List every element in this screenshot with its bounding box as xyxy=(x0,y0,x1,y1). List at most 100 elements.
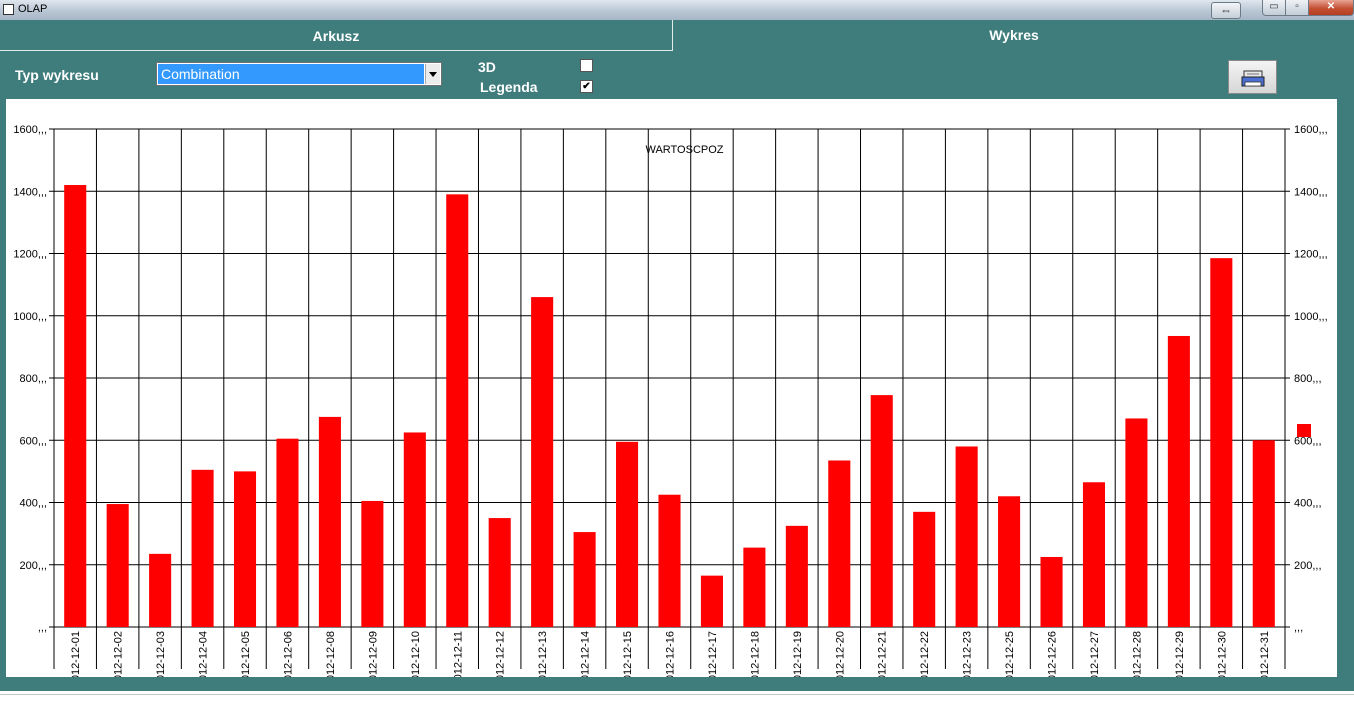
ytick-label-left: 1400,,, xyxy=(13,186,47,198)
xtick-label: 2012-12-03 xyxy=(155,631,167,677)
bar xyxy=(913,511,936,627)
bar xyxy=(828,460,851,627)
xtick-label: 2012-12-13 xyxy=(537,631,549,677)
legend-checkbox[interactable]: ✔ xyxy=(580,80,593,93)
bar xyxy=(1252,440,1275,627)
bar xyxy=(1167,335,1190,627)
main-panel: Arkusz Wykres Typ wykresu Combination 3D… xyxy=(0,20,1354,691)
bar xyxy=(955,446,978,627)
ytick-label-right: 1200,,, xyxy=(1294,249,1328,261)
threed-checkbox[interactable] xyxy=(580,59,593,72)
title-bar: OLAP ⇔ ▭ ▫ ✕ xyxy=(0,0,1354,21)
ytick-label-left: ,,, xyxy=(38,622,47,634)
xtick-label: 2012-12-22 xyxy=(919,631,931,677)
xtick-label: 2012-12-05 xyxy=(240,631,252,677)
tab-wykres[interactable]: Wykres xyxy=(989,27,1039,43)
ytick-label-right: 1000,,, xyxy=(1294,311,1328,323)
bar xyxy=(870,395,893,627)
threed-label: 3D xyxy=(478,59,496,75)
bar xyxy=(998,496,1021,627)
bar xyxy=(361,500,384,627)
bar xyxy=(573,532,596,627)
ytick-label-left: 1200,,, xyxy=(13,249,47,261)
ytick-label-right: 800,,, xyxy=(1294,373,1322,385)
swap-arrows-icon[interactable]: ⇔ xyxy=(1211,2,1241,19)
xtick-label: 2012-12-08 xyxy=(325,631,337,677)
xtick-label: 2012-12-12 xyxy=(495,631,507,677)
chart-type-label: Typ wykresu xyxy=(15,67,99,83)
ytick-label-right: 1400,,, xyxy=(1294,186,1328,198)
xtick-label: 2012-12-19 xyxy=(792,631,804,677)
bar xyxy=(700,575,723,627)
ytick-label-left: 1000,,, xyxy=(13,311,47,323)
xtick-label: 2012-12-28 xyxy=(1131,631,1143,677)
printer-icon xyxy=(1241,70,1265,87)
bar xyxy=(616,441,639,627)
maximize-button[interactable]: ▫ xyxy=(1285,0,1309,16)
xtick-label: 2012-12-16 xyxy=(665,631,677,677)
ytick-label-right: ,,, xyxy=(1294,622,1303,634)
bar xyxy=(785,525,808,627)
xtick-label: 2012-12-14 xyxy=(580,631,592,677)
legend-label: Legenda xyxy=(480,79,538,95)
bar xyxy=(1125,418,1148,627)
bar xyxy=(149,553,172,627)
xtick-label: 2012-12-31 xyxy=(1259,631,1271,677)
ytick-label-right: 600,,, xyxy=(1294,435,1322,447)
bar xyxy=(1082,482,1106,627)
ytick-label-left: 800,,, xyxy=(19,373,47,385)
bar xyxy=(743,547,766,627)
bar xyxy=(233,471,257,627)
bar xyxy=(488,518,511,627)
legend-swatch xyxy=(1297,424,1311,437)
xtick-label: 2012-12-26 xyxy=(1047,631,1059,677)
chart-title: WARTOSCPOZ xyxy=(645,144,723,156)
bar xyxy=(318,416,341,627)
chevron-down-icon[interactable] xyxy=(425,64,440,84)
tab-arkusz[interactable]: Arkusz xyxy=(0,20,673,51)
ytick-label-right: 200,,, xyxy=(1294,560,1322,572)
bar xyxy=(658,494,681,627)
bar xyxy=(1210,258,1233,627)
xtick-label: 2012-12-09 xyxy=(367,631,379,677)
bar xyxy=(106,504,129,627)
chart-type-select[interactable]: Combination xyxy=(156,62,442,86)
chart-panel: ,,,,,, 200,,, 200,,, 400,,, 400,,, 600,,, 600,… xyxy=(6,99,1337,687)
xtick-label: 2012-12-30 xyxy=(1216,631,1228,677)
xtick-label: 2012-12-01 xyxy=(70,631,82,677)
xtick-label: 2012-12-18 xyxy=(749,631,761,677)
bar xyxy=(1040,556,1063,627)
xtick-label: 2012-12-10 xyxy=(410,631,422,677)
ytick-label-left: 400,,, xyxy=(19,498,47,510)
xtick-label: 2012-12-02 xyxy=(113,631,125,677)
ytick-label-left: 600,,, xyxy=(19,435,47,447)
xtick-label: 2012-12-20 xyxy=(834,631,846,677)
bar xyxy=(403,432,426,627)
print-button[interactable] xyxy=(1228,60,1277,94)
ytick-label-left: 200,,, xyxy=(19,560,47,572)
status-area xyxy=(0,691,1354,721)
bar xyxy=(64,185,87,627)
bar xyxy=(191,469,214,627)
xtick-label: 2012-12-21 xyxy=(877,631,889,677)
xtick-label: 2012-12-17 xyxy=(707,631,719,677)
app-icon xyxy=(3,4,14,15)
xtick-label: 2012-12-04 xyxy=(198,631,210,677)
xtick-label: 2012-12-15 xyxy=(622,631,634,677)
xtick-label: 2012-12-06 xyxy=(282,631,294,677)
xtick-label: 2012-12-23 xyxy=(962,631,974,677)
ytick-label-right: 400,,, xyxy=(1294,498,1322,510)
bar xyxy=(531,297,554,627)
xtick-label: 2012-12-25 xyxy=(1004,631,1016,677)
bar-chart: ,,, ,,, 200,,, 200,,, 400,,, 400,,, 600,,, 600,… xyxy=(13,124,1328,687)
ytick-label-right: 1600,,, xyxy=(1294,124,1328,136)
xtick-label: 2012-12-11 xyxy=(452,631,464,677)
ytick-label-left: 1600,,, xyxy=(13,124,47,136)
xtick-label: 2012-12-27 xyxy=(1089,631,1101,677)
window-title: OLAP xyxy=(18,3,48,15)
bar xyxy=(276,438,299,627)
close-button[interactable]: ✕ xyxy=(1308,0,1354,16)
xtick-label: 2012-12-29 xyxy=(1174,631,1186,677)
minimize-button[interactable]: ▭ xyxy=(1262,0,1286,16)
bar xyxy=(446,194,469,628)
